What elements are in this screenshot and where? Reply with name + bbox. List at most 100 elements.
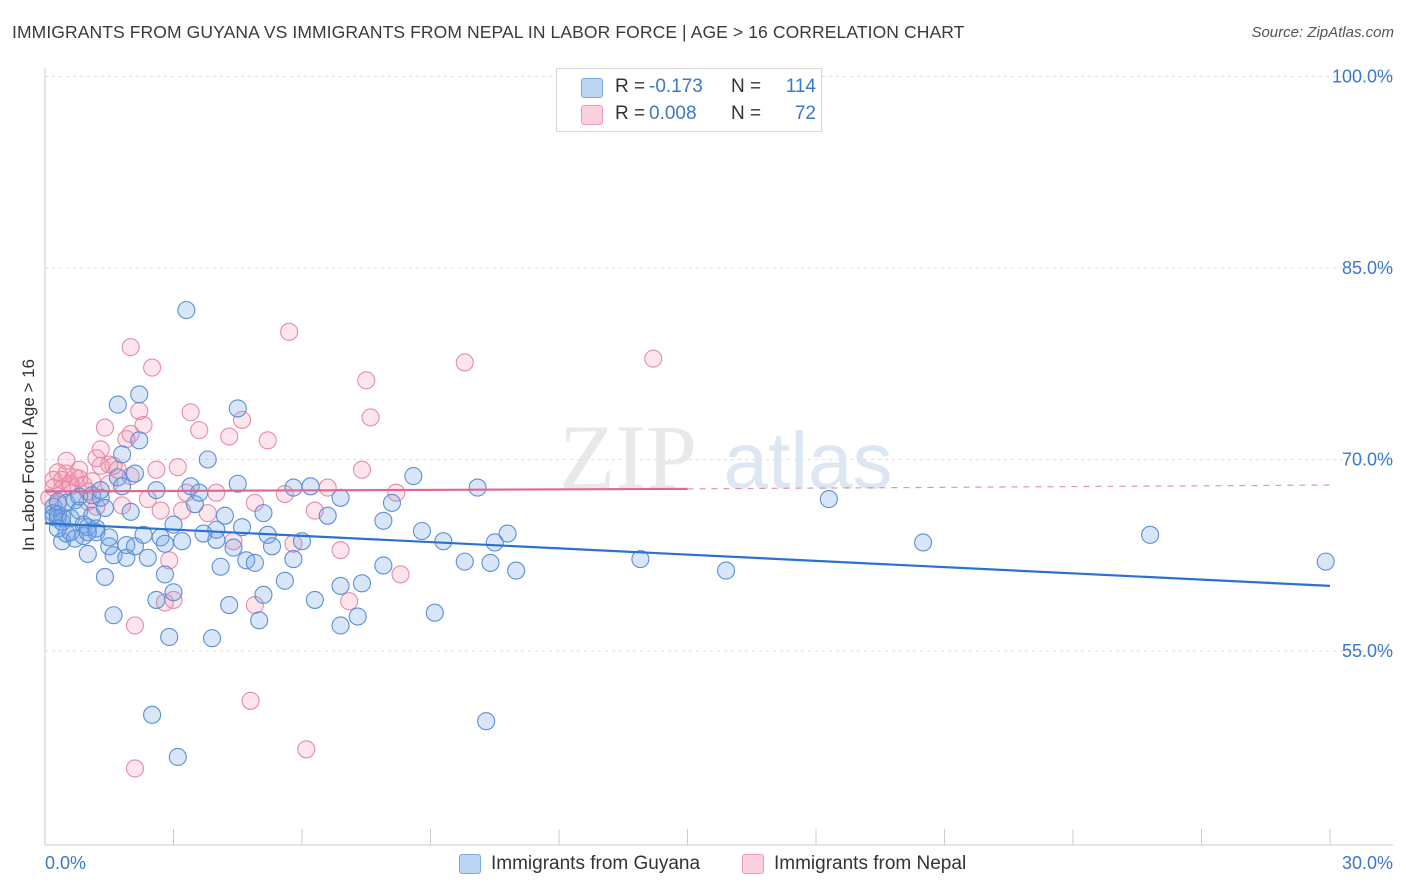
guyana-point (232, 518, 252, 537)
guyana-point (468, 478, 487, 497)
guyana-point (211, 557, 230, 576)
nepal-point (391, 565, 410, 584)
guyana-point (164, 583, 183, 602)
r-label: R = (615, 76, 646, 97)
x-tick-label: 0.0% (45, 853, 86, 873)
watermark-atlas: atlas (724, 416, 893, 505)
guyana-point (382, 493, 402, 512)
guyana-point (507, 561, 526, 580)
guyana-point (1316, 552, 1335, 571)
nepal-swatch (581, 105, 603, 125)
r-value: 0.008 (649, 103, 697, 124)
guyana-point (318, 506, 337, 525)
guyana-point (155, 534, 174, 553)
nepal-point (357, 371, 376, 390)
nepal-point (241, 691, 260, 710)
nepal-point (91, 440, 110, 459)
guyana-swatch (581, 78, 603, 98)
guyana-point (108, 468, 127, 487)
guyana-point (113, 477, 132, 496)
guyana-point (914, 533, 933, 552)
nepal-point (220, 427, 239, 446)
guyana-point (284, 478, 303, 497)
guyana-point (412, 521, 431, 541)
guyana-point (305, 590, 324, 609)
guyana-point (168, 747, 187, 767)
guyana-point (78, 523, 97, 542)
nepal-point (455, 353, 474, 372)
guyana-point (275, 571, 294, 590)
n-value: 114 (785, 76, 816, 97)
guyana-point (215, 506, 234, 525)
nepal-point (134, 415, 153, 435)
nepal-point (207, 483, 226, 502)
y-tick-label: 55.0% (1342, 641, 1393, 661)
guyana-point (125, 464, 144, 483)
nepal-point (190, 421, 209, 440)
axes (44, 68, 1393, 846)
guyana-legend-swatch (459, 854, 481, 874)
chart-title: IMMIGRANTS FROM GUYANA VS IMMIGRANTS FRO… (12, 22, 965, 42)
guyana-point (121, 502, 140, 521)
guyana-point (254, 585, 273, 604)
x-tick-label: 30.0% (1342, 853, 1393, 873)
nepal-point (125, 759, 144, 778)
guyana-point (203, 629, 222, 648)
guyana-point (331, 576, 350, 595)
y-tick-label: 70.0% (1342, 450, 1393, 470)
guyana-point (819, 490, 838, 509)
nepal-point (340, 592, 359, 611)
nepal-point (168, 458, 187, 477)
stats-legend: R = -0.173 N = 114 R = 0.008 N = 72 (556, 68, 822, 132)
guyana-point (425, 603, 444, 622)
guyana-point (48, 519, 67, 538)
guyana-point (100, 528, 119, 547)
guyana-point (143, 705, 162, 724)
guyana-point (177, 301, 196, 320)
guyana-point (198, 450, 217, 469)
nepal-legend-swatch (742, 854, 764, 874)
legend-label-guyana: Immigrants from Guyana (491, 853, 701, 874)
nepal-point (125, 616, 144, 635)
guyana-point (331, 616, 350, 635)
nepal-point (331, 541, 350, 560)
guyana-point (374, 511, 393, 530)
guyana-point (108, 395, 127, 414)
guyana-point (498, 524, 517, 543)
guyana-point (104, 606, 123, 625)
guyana-point (185, 495, 204, 514)
nepal-point (352, 460, 372, 479)
guyana-point (631, 550, 650, 569)
trend-lines (44, 484, 1331, 587)
guyana-point (147, 590, 166, 609)
legend-label-nepal: Immigrants from Nepal (774, 853, 967, 874)
guyana-point (91, 488, 110, 507)
n-label: N = (731, 103, 762, 124)
nepal-point (181, 403, 200, 422)
nepal-point (258, 431, 277, 450)
guyana-point (87, 519, 106, 538)
guyana-point (301, 477, 320, 496)
nepal-point (160, 551, 179, 570)
guyana-point (95, 567, 115, 587)
guyana-point (173, 532, 192, 551)
guyana-point (130, 385, 149, 404)
watermark: ZIP atlas (559, 406, 892, 508)
nepal-point (644, 349, 663, 368)
nepal-point (143, 358, 162, 377)
guyana-point (1141, 525, 1160, 544)
nepal-point (95, 418, 115, 437)
guyana-point (404, 467, 423, 486)
guyana-point (284, 550, 303, 569)
y-axis-label: In Labor Force | Age > 16 (19, 359, 38, 551)
guyana-point (130, 431, 149, 450)
guyana-point (455, 552, 474, 571)
nepal-point (387, 483, 406, 502)
guyana-point (331, 488, 350, 507)
n-label: N = (731, 76, 762, 97)
nepal-point (297, 740, 316, 759)
guyana-point (207, 520, 226, 539)
nepal-point (361, 408, 380, 427)
guyana-point (224, 538, 243, 557)
